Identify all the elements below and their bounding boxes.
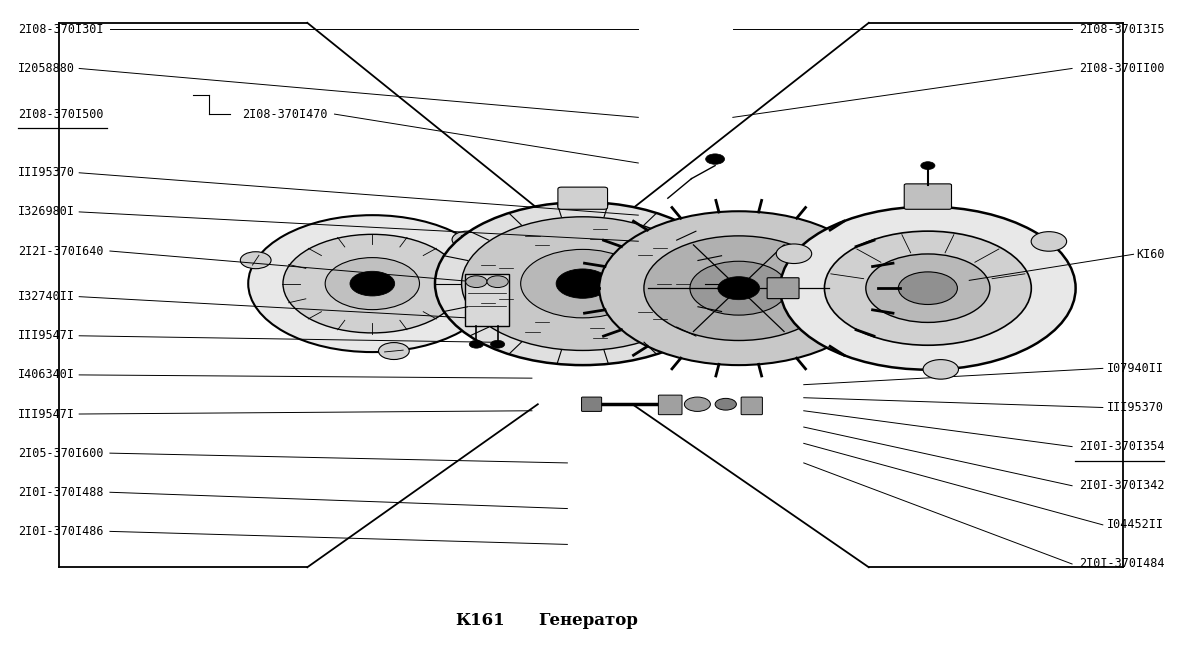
- Circle shape: [378, 342, 409, 359]
- Text: 2I05-370I600: 2I05-370I600: [18, 447, 103, 460]
- Text: I406340I: I406340I: [18, 368, 74, 381]
- Text: I04452II: I04452II: [1108, 518, 1164, 531]
- Circle shape: [282, 234, 462, 333]
- Text: КI60: КI60: [1136, 248, 1164, 261]
- Circle shape: [684, 397, 710, 411]
- Circle shape: [715, 398, 736, 410]
- Circle shape: [777, 244, 812, 263]
- Text: 2I2I-370I640: 2I2I-370I640: [18, 244, 103, 258]
- Text: III9547I: III9547I: [18, 408, 74, 421]
- Text: 2I08-370I30I: 2I08-370I30I: [18, 23, 103, 36]
- FancyBboxPatch shape: [558, 187, 608, 209]
- Text: I32740II: I32740II: [18, 290, 74, 303]
- Circle shape: [825, 231, 1031, 346]
- FancyBboxPatch shape: [582, 397, 602, 411]
- Text: 2I08-370II00: 2I08-370II00: [1079, 62, 1164, 75]
- Text: 2I08-370I500: 2I08-370I500: [18, 108, 103, 121]
- Circle shape: [487, 276, 508, 288]
- Text: III95370: III95370: [18, 166, 74, 179]
- Circle shape: [898, 272, 957, 304]
- Text: 2I0I-370I488: 2I0I-370I488: [18, 486, 103, 499]
- Text: 2I0I-370I484: 2I0I-370I484: [1079, 557, 1164, 570]
- Circle shape: [325, 258, 420, 310]
- Circle shape: [556, 269, 610, 299]
- Circle shape: [350, 271, 395, 296]
- Circle shape: [690, 261, 787, 315]
- Text: I2058880: I2058880: [18, 62, 74, 75]
- Circle shape: [717, 276, 760, 300]
- Circle shape: [923, 360, 959, 379]
- Circle shape: [248, 215, 496, 352]
- FancyBboxPatch shape: [904, 184, 952, 209]
- Circle shape: [435, 202, 730, 365]
- Circle shape: [644, 236, 833, 340]
- Circle shape: [780, 207, 1076, 370]
- Circle shape: [1031, 231, 1066, 251]
- Circle shape: [520, 250, 645, 318]
- Text: 2I08-370I3I5: 2I08-370I3I5: [1079, 23, 1164, 36]
- Circle shape: [706, 154, 725, 164]
- Circle shape: [461, 216, 703, 351]
- FancyBboxPatch shape: [741, 397, 762, 415]
- Circle shape: [865, 254, 989, 322]
- Circle shape: [469, 340, 483, 348]
- Circle shape: [921, 162, 935, 170]
- Circle shape: [240, 252, 271, 269]
- Text: 2I0I-370I486: 2I0I-370I486: [18, 525, 103, 538]
- Circle shape: [466, 276, 487, 288]
- Text: 2I0I-370I354: 2I0I-370I354: [1079, 440, 1164, 453]
- Text: III9547I: III9547I: [18, 329, 74, 342]
- Text: 2I0I-370I342: 2I0I-370I342: [1079, 479, 1164, 492]
- Circle shape: [599, 211, 878, 365]
- Text: III95370: III95370: [1108, 401, 1164, 414]
- Text: 2I08-370I470: 2I08-370I470: [242, 108, 327, 121]
- FancyBboxPatch shape: [465, 274, 509, 326]
- FancyBboxPatch shape: [767, 278, 799, 299]
- Text: Генератор: Генератор: [538, 612, 637, 629]
- Text: К161: К161: [455, 612, 505, 629]
- Text: I07940II: I07940II: [1108, 362, 1164, 375]
- Circle shape: [452, 231, 482, 248]
- Circle shape: [491, 340, 505, 348]
- Text: I326980I: I326980I: [18, 205, 74, 218]
- FancyBboxPatch shape: [658, 395, 682, 415]
